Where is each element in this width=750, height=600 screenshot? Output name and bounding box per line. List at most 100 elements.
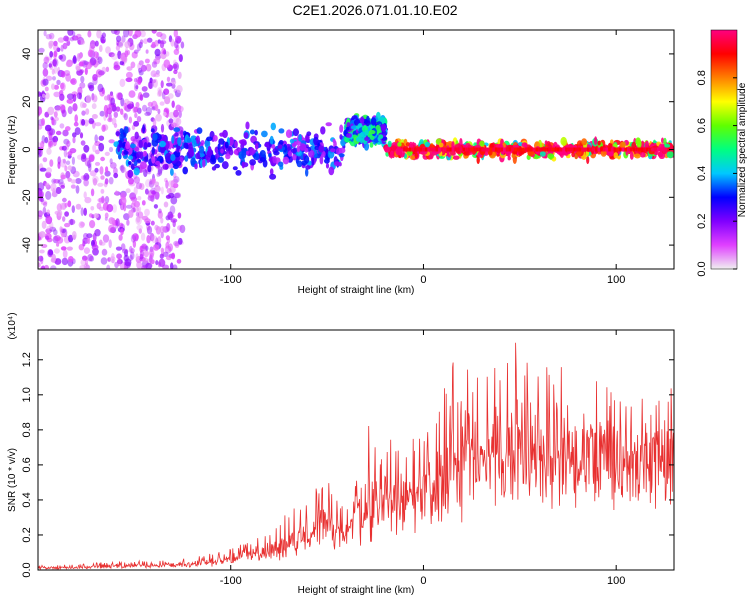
heatmap-cell bbox=[83, 179, 89, 187]
heatmap-cell bbox=[346, 133, 352, 138]
heatmap-cell bbox=[116, 253, 122, 259]
heatmap-cell bbox=[133, 120, 140, 127]
heatmap-cell bbox=[164, 140, 170, 149]
heatmap-cell bbox=[259, 150, 266, 158]
heatmap-cell bbox=[47, 106, 55, 116]
heatmap-cell bbox=[500, 147, 503, 152]
heatmap-cell bbox=[75, 178, 82, 184]
heatmap-cell bbox=[292, 154, 297, 161]
heatmap-cell bbox=[245, 121, 250, 130]
heatmap-cell bbox=[160, 231, 164, 239]
heatmap-cell bbox=[104, 212, 109, 219]
heatmap-cell bbox=[161, 91, 166, 100]
heatmap-cell bbox=[65, 170, 71, 179]
heatmap-cell bbox=[99, 110, 105, 117]
heatmap-cell bbox=[80, 75, 85, 83]
heatmap-cell bbox=[177, 225, 183, 231]
heatmap-cell bbox=[359, 116, 365, 124]
heatmap-cell bbox=[75, 65, 81, 72]
heatmap-cell bbox=[130, 143, 136, 149]
heatmap-cell bbox=[45, 56, 53, 61]
heatmap-cell bbox=[91, 244, 99, 251]
heatmap-cell bbox=[150, 128, 155, 133]
heatmap-cell bbox=[86, 160, 92, 169]
heatmap-cell bbox=[89, 43, 96, 50]
heatmap-cell bbox=[118, 234, 123, 241]
heatmap-cell bbox=[338, 153, 345, 158]
heatmap-cell bbox=[63, 70, 71, 76]
heatmap-cell bbox=[449, 147, 452, 152]
heatmap-cell bbox=[186, 137, 192, 143]
heatmap-cell bbox=[478, 147, 482, 152]
heatmap-cell bbox=[219, 132, 225, 137]
heatmap-cell bbox=[124, 50, 129, 58]
heatmap-cell bbox=[597, 147, 601, 152]
heatmap-cell bbox=[135, 182, 143, 190]
heatmap-cell bbox=[636, 139, 642, 149]
heatmap-cell bbox=[160, 33, 167, 40]
heatmap-cell bbox=[72, 56, 77, 65]
heatmap-cell bbox=[243, 132, 249, 139]
heatmap-cell bbox=[381, 123, 387, 132]
heatmap-cell bbox=[305, 168, 309, 177]
heatmap-cell bbox=[289, 138, 295, 144]
heatmap-cell bbox=[182, 166, 188, 175]
heatmap-cell bbox=[560, 136, 567, 146]
heatmap-cell bbox=[134, 30, 142, 38]
heatmap-cell bbox=[62, 129, 69, 137]
heatmap-cell bbox=[64, 222, 71, 228]
heatmap-cell bbox=[111, 253, 115, 261]
heatmap-cell bbox=[40, 197, 45, 203]
heatmap-cell bbox=[64, 211, 69, 217]
heatmap-cell bbox=[157, 108, 161, 115]
heatmap-cell bbox=[99, 239, 103, 246]
heatmap-cell bbox=[54, 258, 62, 265]
heatmap-cell bbox=[306, 131, 312, 137]
heatmap-cell bbox=[154, 104, 159, 112]
heatmap-cell bbox=[134, 112, 138, 118]
heatmap-cell bbox=[51, 68, 55, 75]
heatmap-cell bbox=[57, 37, 65, 43]
heatmap-cell bbox=[60, 82, 65, 90]
heatmap-cell bbox=[78, 53, 83, 60]
heatmap-cell bbox=[143, 38, 148, 44]
heatmap-cell bbox=[44, 124, 52, 132]
heatmap-cell bbox=[643, 147, 646, 152]
heatmap-cell bbox=[98, 135, 105, 141]
heatmap-cell bbox=[151, 178, 155, 185]
heatmap-cell bbox=[646, 147, 649, 152]
heatmap-cell bbox=[180, 136, 185, 141]
heatmap-cell bbox=[115, 218, 120, 227]
heatmap-cell bbox=[151, 146, 155, 155]
heatmap-cell bbox=[68, 219, 76, 225]
heatmap-cell bbox=[143, 150, 147, 157]
heatmap-cell bbox=[119, 60, 125, 66]
heatmap-cell bbox=[150, 70, 157, 78]
heatmap-cell bbox=[109, 158, 113, 165]
heatmap-cell bbox=[581, 138, 588, 146]
heatmap-cell bbox=[383, 146, 391, 153]
heatmap-cell bbox=[136, 224, 143, 231]
heatmap-cell bbox=[129, 245, 133, 254]
heatmap-cell bbox=[165, 241, 170, 249]
heatmap-cell bbox=[154, 48, 161, 57]
heatmap-cell bbox=[160, 217, 164, 224]
heatmap-cell bbox=[123, 113, 128, 121]
heatmap-cell bbox=[62, 249, 68, 259]
heatmap-cell bbox=[153, 73, 161, 78]
heatmap-cell bbox=[270, 122, 276, 131]
heatmap-cell bbox=[84, 257, 89, 266]
heatmap-cell bbox=[632, 147, 636, 152]
heatmap-cell bbox=[178, 105, 184, 113]
heatmap-cell bbox=[125, 141, 130, 150]
heatmap-cell bbox=[100, 156, 105, 162]
heatmap-cell bbox=[52, 76, 56, 81]
heatmap-cell bbox=[147, 190, 155, 199]
heatmap-cell bbox=[143, 169, 148, 177]
heatmap-cell bbox=[44, 55, 49, 63]
heatmap-cell bbox=[414, 147, 417, 152]
heatmap-cell bbox=[130, 234, 136, 243]
heatmap-cell bbox=[159, 40, 165, 49]
heatmap-cell bbox=[486, 147, 490, 152]
heatmap-cell bbox=[438, 142, 444, 148]
